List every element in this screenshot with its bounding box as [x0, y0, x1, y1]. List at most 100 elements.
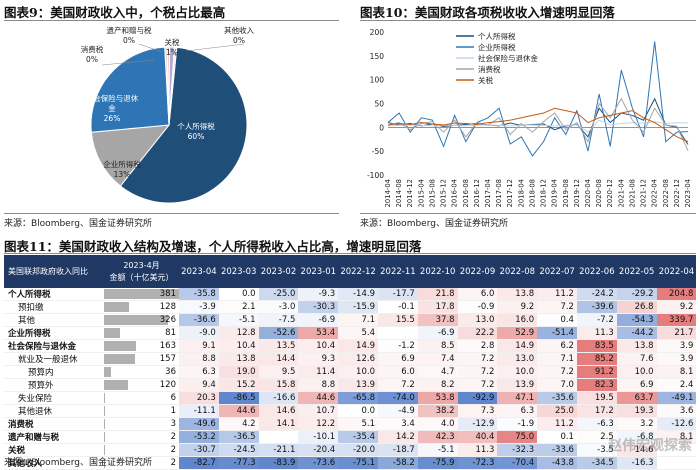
- cell-value: 10.0: [497, 366, 537, 379]
- x-tick-label: 2016-12: [473, 179, 481, 207]
- cell-value: 4.0: [418, 418, 458, 431]
- x-tick-label: 2021-08: [628, 179, 636, 207]
- x-tick-label: 2017-08: [495, 179, 503, 207]
- cell-value: -7.5: [259, 314, 299, 327]
- header-amount-line1: 2023-4月: [123, 261, 159, 270]
- cell-value: 21.7: [657, 327, 697, 340]
- cell-value: 2.4: [657, 379, 697, 392]
- cell-value: -49.6: [179, 418, 219, 431]
- y-tick-label: -50: [372, 147, 384, 156]
- cell-value: 19.3: [617, 405, 657, 418]
- fig9-source: 来源：Bloomberg、国金证券研究所: [4, 216, 152, 229]
- x-tick-label: 2014-08: [395, 179, 403, 207]
- header-name: 美国联邦政府收入同比: [4, 255, 104, 288]
- cell-value: -3.9: [179, 301, 219, 314]
- cell-value: 11.3: [577, 327, 617, 340]
- cell-value: 0.0: [338, 405, 378, 418]
- fig10-bottom-rule: [360, 213, 696, 214]
- cell-value: 12.6: [338, 353, 378, 366]
- y-tick-label: 200: [370, 28, 385, 37]
- cell-value: 13.0: [458, 314, 498, 327]
- x-tick-label: 2020-04: [584, 179, 592, 207]
- cell-value: 9.2: [497, 301, 537, 314]
- pie-label-2-0: 企业所得税: [103, 159, 141, 169]
- pie-label-5-0: 关税: [165, 37, 180, 47]
- x-tick-label: 2015-08: [428, 179, 436, 207]
- cell-value: 3.2: [617, 418, 657, 431]
- cell-value: 25.0: [537, 405, 577, 418]
- cell-value: -11.1: [179, 405, 219, 418]
- x-tick-label: 2023-04: [684, 179, 692, 207]
- x-tick-label: 2020-08: [595, 179, 603, 207]
- pie-label-1-1: 金: [108, 103, 116, 113]
- x-tick-label: 2019-12: [573, 179, 581, 207]
- cell-value: 14.1: [259, 418, 299, 431]
- cell-value: 15.2: [219, 379, 259, 392]
- row-amount: 326: [104, 314, 179, 327]
- cell-value: 3.9: [657, 340, 697, 353]
- legend-label-0: 个人所得税: [478, 31, 516, 41]
- cell-value: 3.6: [657, 405, 697, 418]
- row-name: 就业及一般退休: [4, 353, 104, 366]
- cell-value: 37.8: [418, 314, 458, 327]
- header-month-0: 2023-04: [179, 255, 219, 288]
- cell-value: 6.9: [378, 353, 418, 366]
- y-tick-label: 100: [370, 76, 385, 85]
- cell-value: 13.8: [617, 340, 657, 353]
- header-month-12: 2022-04: [657, 255, 697, 288]
- cell-value: -20.4: [298, 444, 338, 457]
- fig9-pie-chart: 个人所得税60%社会保险与退休金26%企业所得税13%消费税0%遗产和赠与税0%…: [4, 20, 344, 215]
- row-amount: 381: [104, 288, 179, 301]
- cell-value: 13.8: [219, 353, 259, 366]
- legend-label-3: 消费税: [478, 64, 501, 74]
- pie-label-6-1: 0%: [233, 36, 245, 45]
- y-tick-label: -100: [367, 171, 384, 180]
- cell-value: 11.3: [458, 444, 498, 457]
- cell-value: -21.1: [259, 444, 299, 457]
- x-tick-label: 2022-12: [673, 179, 681, 207]
- x-tick-label: 2017-04: [484, 179, 492, 207]
- row-amount: 128: [104, 301, 179, 314]
- x-tick-label: 2016-08: [462, 179, 470, 207]
- cell-value: 13.5: [259, 340, 299, 353]
- cell-value: -72.3: [458, 457, 498, 470]
- x-tick-label: 2022-04: [651, 179, 659, 207]
- cell-value: -36.5: [219, 431, 259, 444]
- pie-label-0-0: 个人所得税: [177, 121, 215, 131]
- cell-value: 7.2: [378, 379, 418, 392]
- cell-value: 6.0: [458, 288, 498, 301]
- cell-value: -43.8: [537, 457, 577, 470]
- cell-value: -1.9: [497, 418, 537, 431]
- cell-value: 8.8: [179, 353, 219, 366]
- cell-value: 13.9: [497, 379, 537, 392]
- cell-value: 17.2: [577, 405, 617, 418]
- pie-label-1-2: 26%: [104, 114, 121, 123]
- cell-value: 7.2: [537, 366, 577, 379]
- header-month-2: 2023-02: [259, 255, 299, 288]
- legend-label-4: 关税: [478, 75, 493, 85]
- header-month-10: 2022-06: [577, 255, 617, 288]
- cell-value: 12.2: [298, 418, 338, 431]
- cell-value: -44.2: [617, 327, 657, 340]
- cell-value: -6.3: [577, 418, 617, 431]
- cell-value: 14.6: [259, 405, 299, 418]
- cell-value: -12.9: [458, 418, 498, 431]
- cell-value: 63.7: [617, 392, 657, 405]
- cell-value: -15.9: [338, 301, 378, 314]
- amount-value: 36: [104, 367, 179, 377]
- cell-value: -35.6: [537, 392, 577, 405]
- pie-label-4-0: 遗产和赠与税: [107, 25, 152, 35]
- fig9-bottom-rule: [4, 213, 339, 214]
- cell-value: -16.3: [617, 457, 657, 470]
- cell-value: 6.3: [179, 366, 219, 379]
- cell-value: -53.2: [179, 431, 219, 444]
- cell-value: -36.6: [179, 314, 219, 327]
- x-tick-label: 2015-12: [440, 179, 448, 207]
- cell-value: -51.4: [537, 327, 577, 340]
- cell-value: 38.2: [418, 405, 458, 418]
- x-tick-label: 2021-12: [640, 179, 648, 207]
